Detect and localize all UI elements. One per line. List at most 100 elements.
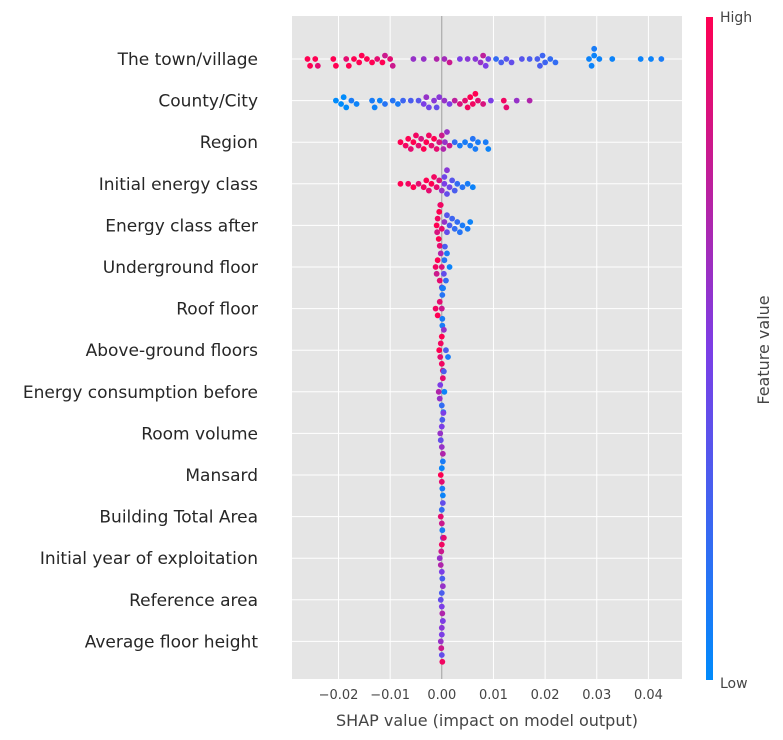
feature-labels: The town/village County/City Region Initial…: [23, 50, 258, 652]
shap-point: [451, 187, 458, 194]
shap-point: [487, 97, 494, 104]
shap-point: [552, 59, 559, 66]
shap-point: [338, 101, 344, 107]
shap-point: [467, 219, 474, 225]
shap-point: [439, 658, 446, 665]
x-tick-labels: −0.02 −0.01 0.00 0.01 0.02 0.03 0.04: [319, 688, 663, 703]
shap-point: [469, 184, 476, 191]
feature-label: Mansard: [185, 466, 258, 486]
shap-point: [586, 56, 592, 62]
colorbar-low-label: Low: [720, 676, 748, 692]
shap-point: [394, 101, 401, 107]
shap-point: [438, 264, 445, 270]
shap-point: [439, 500, 446, 506]
feature-label: Initial energy class: [99, 175, 258, 195]
shap-point: [437, 430, 444, 437]
shap-point: [437, 638, 444, 645]
shap-point: [423, 139, 430, 146]
shap-point: [446, 184, 453, 191]
shap-point: [469, 101, 476, 107]
shap-point: [405, 180, 412, 187]
shap-point: [446, 101, 453, 107]
shap-point: [518, 56, 525, 62]
shap-point: [440, 410, 447, 416]
colorbar: [706, 17, 713, 680]
shap-point: [439, 292, 446, 298]
shap-point: [397, 180, 404, 187]
shap-point: [440, 368, 447, 375]
shap-point: [485, 56, 492, 62]
shap-point: [444, 129, 450, 135]
shap-point: [387, 56, 394, 62]
shap-point: [438, 360, 445, 367]
shap-point: [456, 56, 463, 62]
shap-point: [434, 229, 441, 236]
shap-point: [503, 56, 510, 62]
shap-point: [434, 215, 441, 222]
shap-point: [442, 139, 448, 146]
shap-point: [439, 485, 446, 492]
shap-point: [441, 219, 448, 225]
shap-point: [425, 104, 432, 111]
shap-point: [440, 270, 447, 277]
shap-point: [438, 333, 445, 340]
shap-point: [439, 375, 446, 382]
shap-point: [438, 402, 445, 409]
shap-point: [348, 97, 355, 104]
shap-point: [439, 315, 446, 322]
shap-point: [433, 56, 440, 62]
shap-point: [333, 62, 339, 69]
shap-point: [437, 437, 444, 444]
shap-point: [369, 97, 375, 104]
shap-point: [456, 142, 463, 149]
shap-point: [433, 104, 440, 111]
shap-point: [445, 354, 451, 360]
shap-point: [443, 347, 449, 354]
shap-point: [438, 132, 445, 139]
shap-point: [472, 146, 479, 152]
shap-point: [449, 177, 456, 184]
shap-point: [330, 56, 337, 62]
shap-point: [314, 62, 321, 69]
shap-point: [433, 270, 440, 277]
shap-point: [451, 139, 458, 146]
shap-point: [340, 94, 347, 101]
shap-point: [437, 340, 444, 347]
shap-point: [464, 225, 471, 232]
shap-point: [364, 56, 370, 62]
shap-point: [436, 555, 443, 562]
shap-point: [420, 184, 427, 191]
shap-point: [415, 180, 422, 187]
shap-point: [446, 222, 453, 229]
shap-point: [438, 465, 445, 472]
shap-point: [439, 583, 446, 590]
feature-label: Above-ground floors: [86, 341, 259, 361]
shap-point: [437, 513, 444, 520]
shap-point: [472, 90, 479, 97]
shap-point: [454, 219, 461, 225]
shap-point: [353, 101, 360, 107]
feature-label: Energy class after: [105, 216, 258, 236]
shap-point: [425, 187, 432, 194]
x-tick-label: 0.03: [582, 688, 611, 703]
feature-label: Initial year of exploitation: [40, 549, 258, 569]
shap-point: [440, 326, 447, 333]
shap-point: [437, 562, 444, 568]
shap-point: [438, 590, 445, 596]
shap-point: [464, 180, 471, 187]
shap-point: [438, 506, 445, 513]
shap-point: [312, 56, 319, 62]
shap-point: [436, 277, 443, 284]
shap-point: [345, 62, 352, 69]
shap-point: [405, 135, 412, 142]
shap-point: [439, 527, 446, 534]
shap-point: [446, 264, 453, 270]
shap-point: [539, 52, 546, 59]
shap-point: [459, 184, 466, 191]
shap-point: [444, 167, 450, 174]
shap-point: [438, 568, 445, 575]
feature-label: Roof floor: [176, 300, 258, 320]
shap-point: [444, 229, 450, 236]
shap-point: [456, 101, 463, 107]
